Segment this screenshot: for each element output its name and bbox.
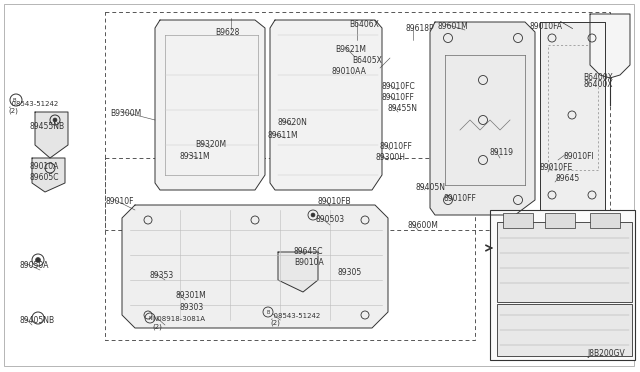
Bar [105, 12, 610, 230]
Text: 89305: 89305 [338, 268, 362, 277]
Circle shape [311, 213, 315, 217]
Text: 89601M: 89601M [438, 22, 468, 31]
Bar [497, 304, 632, 356]
Polygon shape [430, 22, 535, 215]
Text: 89600M: 89600M [407, 221, 438, 230]
Text: 89119: 89119 [490, 148, 514, 157]
Text: B9010A: B9010A [294, 258, 324, 267]
Text: 89405N: 89405N [415, 183, 445, 192]
Text: 89301M: 89301M [175, 291, 205, 300]
Text: 89010FI: 89010FI [563, 152, 594, 161]
Text: 89311M: 89311M [180, 152, 211, 161]
Text: B6400X: B6400X [583, 73, 613, 82]
Text: 89605C: 89605C [30, 173, 60, 182]
Text: 89611M: 89611M [268, 131, 299, 140]
Text: N08918-3081A
(2): N08918-3081A (2) [152, 316, 205, 330]
Text: 89455NB: 89455NB [30, 122, 65, 131]
Text: B6405X: B6405X [352, 56, 382, 65]
Text: 89303: 89303 [180, 303, 204, 312]
Text: 890503: 890503 [315, 215, 344, 224]
Text: 89353: 89353 [150, 271, 174, 280]
Polygon shape [32, 158, 65, 192]
Text: B9621M: B9621M [335, 45, 366, 54]
Text: J8B200GV: J8B200GV [588, 349, 625, 358]
Polygon shape [35, 112, 68, 158]
Polygon shape [122, 205, 388, 328]
Text: B9628: B9628 [215, 28, 239, 37]
Polygon shape [540, 22, 605, 210]
Bar [545, 213, 575, 228]
Text: 86400X: 86400X [584, 80, 614, 89]
Text: 89010AA: 89010AA [332, 67, 367, 76]
Bar [548, 45, 598, 170]
Text: 89455N: 89455N [387, 104, 417, 113]
Text: 89010F: 89010F [105, 197, 134, 206]
Polygon shape [278, 252, 318, 292]
Text: ¸08543-51242
(2): ¸08543-51242 (2) [8, 100, 58, 114]
Text: 89010A: 89010A [30, 162, 60, 171]
Polygon shape [590, 14, 630, 78]
Bar [497, 222, 632, 302]
Text: B6406X: B6406X [349, 20, 379, 29]
Text: 89010FA: 89010FA [530, 22, 563, 31]
Text: 89645C: 89645C [294, 247, 323, 256]
Bar [503, 213, 533, 228]
Text: 89620N: 89620N [278, 118, 308, 127]
Text: 89050A: 89050A [20, 261, 49, 270]
Text: 89010FB: 89010FB [318, 197, 351, 206]
Bar [105, 158, 475, 340]
Text: B9320M: B9320M [195, 140, 226, 149]
Text: N: N [148, 315, 152, 321]
Circle shape [53, 118, 57, 122]
Text: 89010FC: 89010FC [382, 82, 416, 91]
Polygon shape [155, 20, 265, 190]
Text: 89405NB: 89405NB [20, 316, 55, 325]
Text: B9300M: B9300M [110, 109, 141, 118]
Polygon shape [270, 20, 382, 190]
Text: 89010FF: 89010FF [382, 93, 415, 102]
Text: 89645: 89645 [556, 174, 580, 183]
Text: 89010FE: 89010FE [540, 163, 573, 172]
Text: 89010FF: 89010FF [443, 194, 476, 203]
Text: 89618P: 89618P [405, 24, 434, 33]
Bar [590, 213, 620, 228]
Text: B: B [12, 97, 16, 103]
Text: 89300H: 89300H [375, 153, 405, 162]
Text: ¸08543-51242
(2): ¸08543-51242 (2) [270, 312, 320, 326]
Bar [490, 210, 635, 360]
Circle shape [35, 257, 40, 263]
Text: B: B [266, 310, 269, 314]
Text: 89010FF: 89010FF [380, 142, 413, 151]
